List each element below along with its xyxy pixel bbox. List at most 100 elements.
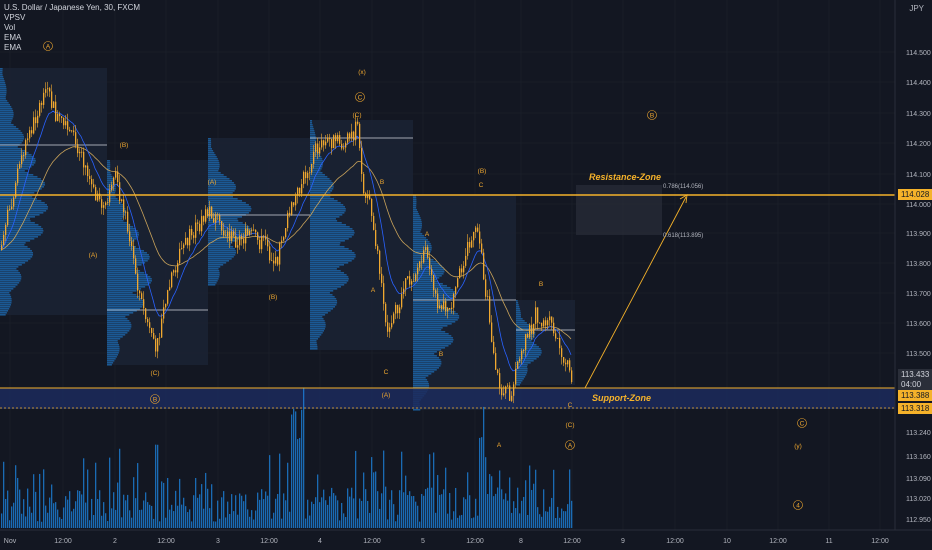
profile-bar xyxy=(413,311,456,313)
candle-body xyxy=(71,130,73,132)
volume-bar xyxy=(33,474,35,528)
volume-bar xyxy=(159,521,161,528)
volume-bar xyxy=(471,518,473,528)
candle-body xyxy=(449,308,451,310)
candle-body xyxy=(555,333,557,339)
candle-body xyxy=(159,337,161,339)
profile-bar xyxy=(516,318,523,320)
profile-bar xyxy=(516,332,536,334)
wave-label-c-2: C xyxy=(384,369,389,376)
volume-bar xyxy=(429,454,431,528)
profile-bar xyxy=(0,72,3,74)
volume-bar xyxy=(101,515,103,528)
candle-body xyxy=(445,301,447,312)
profile-bar xyxy=(413,309,452,311)
candle-body xyxy=(59,114,61,117)
candle-body xyxy=(263,235,265,237)
candle-body xyxy=(547,320,549,326)
profile-bar xyxy=(516,322,527,324)
volume-bar xyxy=(339,520,341,528)
profile-bar xyxy=(0,116,14,118)
wave-label-c-paren-1: (C) xyxy=(150,370,159,377)
profile-bar xyxy=(310,348,318,350)
symbol-title[interactable]: U.S. Dollar / Japanese Yen, 30, FXCM xyxy=(4,3,141,12)
wave-label-a-paren-2: (A) xyxy=(208,179,217,186)
volume-bar xyxy=(285,500,287,528)
candle-body xyxy=(217,214,219,216)
indicator-ema-2[interactable]: EMA xyxy=(4,43,22,52)
profile-bar xyxy=(516,328,534,330)
wave-label-a-paren-1: (A) xyxy=(89,252,98,259)
profile-bar xyxy=(516,312,521,314)
volume-bar xyxy=(37,521,39,528)
profile-bar xyxy=(107,334,126,336)
volume-bar xyxy=(271,518,273,528)
profile-bar xyxy=(516,306,520,308)
volume-bar xyxy=(39,473,41,528)
profile-bar xyxy=(0,250,32,252)
price-tick: 113.160 xyxy=(906,454,931,461)
volume-bar xyxy=(255,510,257,528)
profile-bar xyxy=(310,272,345,274)
profile-bar xyxy=(0,292,10,294)
profile-bar xyxy=(413,349,442,351)
indicator-ema-1[interactable]: EMA xyxy=(4,33,22,42)
wave-label-b-2: B xyxy=(380,179,384,186)
indicator-vpsv[interactable]: VPSV xyxy=(4,13,26,22)
profile-bar xyxy=(0,88,7,90)
volume-bar xyxy=(539,514,541,528)
profile-bar xyxy=(0,228,43,230)
profile-bar xyxy=(413,321,456,323)
profile-bar xyxy=(413,343,452,345)
profile-bar xyxy=(0,176,38,178)
profile-bar xyxy=(413,241,430,243)
profile-bar xyxy=(0,274,21,276)
profile-bar xyxy=(413,209,418,211)
profile-bar xyxy=(516,384,520,386)
profile-bar xyxy=(310,304,337,306)
volume-bar xyxy=(277,494,279,528)
candle-body xyxy=(259,239,261,250)
profile-bar xyxy=(107,166,111,168)
time-tick: 5 xyxy=(421,538,425,545)
profile-bar xyxy=(0,270,19,272)
candle-body xyxy=(151,327,153,334)
profile-bar xyxy=(107,236,139,238)
candle-body xyxy=(291,202,293,215)
candle-body xyxy=(255,229,257,233)
profile-bar xyxy=(107,198,118,200)
volume-bar xyxy=(325,500,327,528)
candle-body xyxy=(491,322,493,342)
candle-body xyxy=(455,287,457,294)
indicator-vol[interactable]: Vol xyxy=(4,23,16,32)
profile-bar xyxy=(0,160,36,162)
price-axis[interactable]: 114.500 114.400 114.300 114.200 114.100 114.0… xyxy=(906,50,931,524)
profile-bar xyxy=(413,273,444,275)
profile-bar xyxy=(0,114,14,116)
volume-bar xyxy=(199,494,201,528)
volume-bar xyxy=(425,489,427,528)
volume-bar xyxy=(503,499,505,528)
profile-bar xyxy=(0,242,26,244)
candle-body xyxy=(301,184,303,194)
time-tick: 9 xyxy=(621,538,625,545)
volume-bar xyxy=(171,504,173,528)
candle-body xyxy=(101,199,103,208)
candle-body xyxy=(115,171,117,178)
profile-bar xyxy=(413,363,442,365)
profile-bar xyxy=(107,350,120,352)
candle-body xyxy=(279,242,281,265)
volume-bar xyxy=(261,489,263,528)
profile-bar xyxy=(516,324,530,326)
wave-label-c-paren-4: (C) xyxy=(565,422,574,429)
profile-bar xyxy=(0,186,44,188)
candle-body xyxy=(543,320,545,327)
profile-bar xyxy=(310,220,338,222)
profile-bar xyxy=(107,294,137,296)
profile-bar xyxy=(413,271,445,273)
profile-bar xyxy=(0,74,3,76)
profile-bar xyxy=(208,168,220,170)
time-axis[interactable]: Nov 12:00 2 12:00 3 12:00 4 12:00 5 12:00 8 12:00 9 1… xyxy=(4,538,889,545)
profile-bar xyxy=(107,282,151,284)
